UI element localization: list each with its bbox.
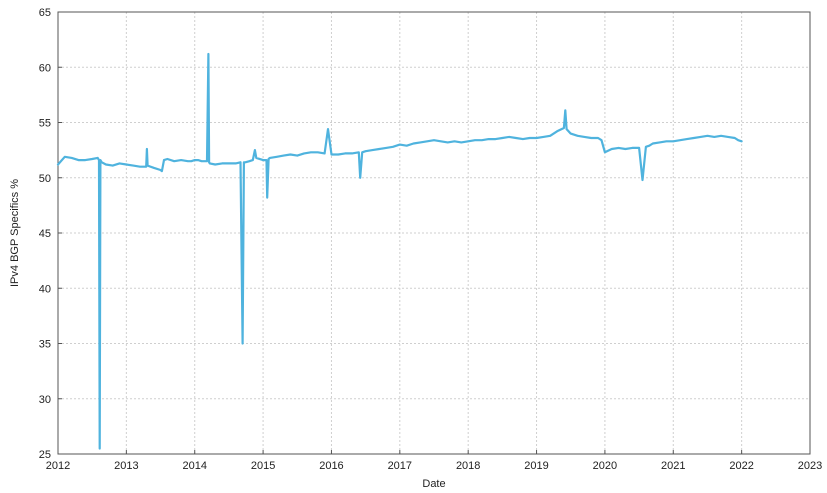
tick-labels: 2012 2013 2014 2015 2016 2017 2018 2019 2020 2021… xyxy=(39,7,822,472)
x-tick-label: 2017 xyxy=(388,460,412,472)
x-axis-title: Date xyxy=(422,478,445,490)
x-tick-label: 2018 xyxy=(456,460,480,472)
x-tick-label: 2020 xyxy=(593,460,617,472)
y-tick-label: 30 xyxy=(39,394,51,406)
axis-ticks xyxy=(57,11,811,455)
y-tick-label: 45 xyxy=(39,228,51,240)
x-tick-label: 2015 xyxy=(251,460,275,472)
series-layer xyxy=(56,52,743,450)
x-tick-label: 2014 xyxy=(182,460,206,472)
x-tick-label: 2016 xyxy=(319,460,343,472)
y-tick-label: 65 xyxy=(39,7,51,19)
y-tick-label: 60 xyxy=(39,62,51,74)
y-tick-label: 55 xyxy=(39,118,51,130)
x-tick-label: 2012 xyxy=(46,460,70,472)
x-tick-label: 2022 xyxy=(729,460,753,472)
y-tick-label: 40 xyxy=(39,283,51,295)
y-tick-label: 50 xyxy=(39,173,51,185)
y-tick-label: 35 xyxy=(39,339,51,351)
x-tick-label: 2021 xyxy=(661,460,685,472)
series-line xyxy=(56,52,743,450)
grid-lines xyxy=(58,12,810,454)
y-axis-title: IPv4 BGP Specifics % xyxy=(9,179,21,287)
x-tick-label: 2023 xyxy=(798,460,822,472)
y-tick-label: 25 xyxy=(39,449,51,461)
x-tick-label: 2013 xyxy=(114,460,138,472)
x-tick-label: 2019 xyxy=(524,460,548,472)
